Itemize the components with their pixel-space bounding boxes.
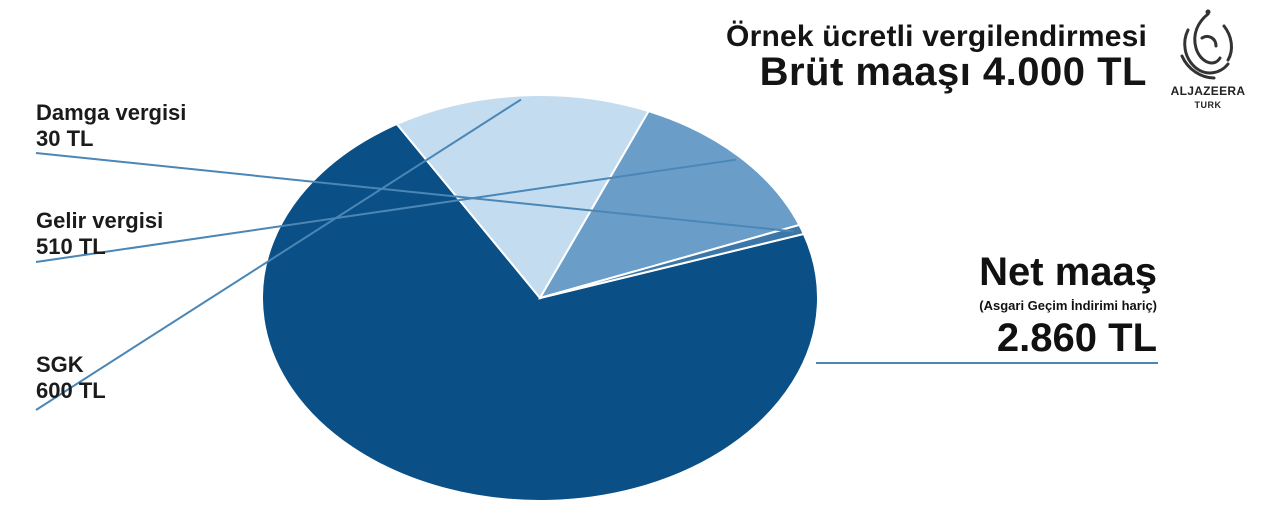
chart-subtitle: Brüt maaşı 4.000 TL bbox=[759, 50, 1147, 94]
aljazeera-logo: ALJAZEERA TURK bbox=[1158, 8, 1258, 118]
label-sgk-value: 600 TL bbox=[36, 378, 106, 403]
label-net-value: 2.860 TL bbox=[996, 316, 1157, 360]
label-damga-vergisi: Damga vergisi 30 TL bbox=[36, 100, 186, 152]
label-gelir-name: Gelir vergisi bbox=[36, 208, 164, 233]
leader-line-sgk bbox=[35, 98, 522, 411]
logo-name: ALJAZEERA bbox=[1170, 84, 1246, 98]
pie-slice-net bbox=[261, 122, 819, 502]
pie-slice-sgk bbox=[395, 94, 651, 300]
label-net-name: Net maaş bbox=[979, 250, 1157, 294]
label-gelir-vergisi: Gelir vergisi 510 TL bbox=[36, 208, 163, 260]
label-damga-value: 30 TL bbox=[36, 126, 94, 151]
aljazeera-emblem-icon bbox=[1180, 9, 1233, 80]
label-sgk-name: SGK bbox=[36, 352, 84, 377]
leader-line-gelir bbox=[35, 158, 736, 263]
pie-slice-gelir bbox=[537, 109, 801, 300]
label-net-maas: Net maaş (Asgari Geçim İndirimi hariç) 2… bbox=[979, 250, 1157, 360]
label-damga-name: Damga vergisi bbox=[36, 100, 187, 125]
label-sgk: SGK 600 TL bbox=[36, 352, 106, 404]
label-gelir-value: 510 TL bbox=[36, 234, 106, 259]
leader-line-damga bbox=[35, 152, 794, 233]
chart-title: Örnek ücretli vergilendirmesi bbox=[726, 20, 1147, 53]
logo-sub: TURK bbox=[1194, 100, 1222, 110]
pie-slice-damga bbox=[539, 223, 806, 299]
label-net-note: (Asgari Geçim İndirimi hariç) bbox=[979, 298, 1157, 313]
